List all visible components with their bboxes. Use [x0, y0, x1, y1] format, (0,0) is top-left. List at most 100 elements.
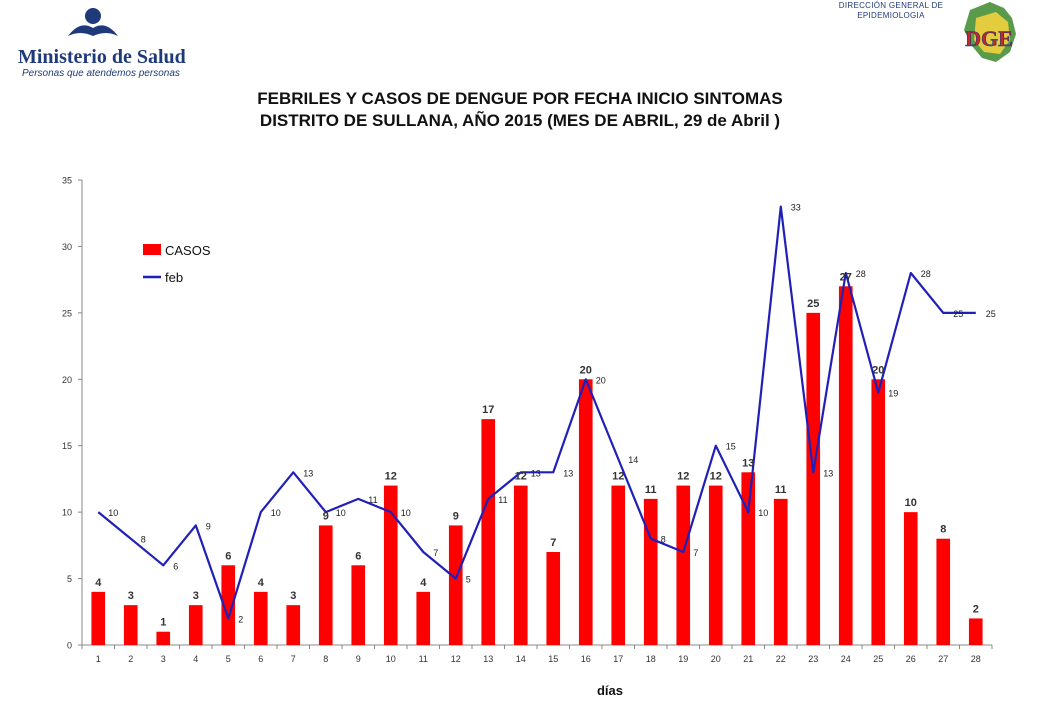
bar-casos: [643, 498, 658, 645]
bar-data-label: 20: [580, 364, 592, 376]
line-data-label: 10: [758, 508, 768, 518]
x-tick-label: 4: [193, 654, 198, 664]
bar-data-label: 20: [872, 364, 884, 376]
bar-data-label: 4: [95, 577, 102, 589]
bar-data-label: 11: [645, 484, 657, 496]
person-logo-icon: [68, 8, 118, 36]
bar-data-label: 11: [775, 484, 787, 496]
bar-casos: [578, 379, 593, 645]
bar-data-label: 6: [225, 550, 231, 562]
line-data-label: 7: [693, 548, 698, 558]
dge-header-text: DIRECCIÓN GENERAL DE EPIDEMIOLOGIA: [826, 1, 956, 21]
x-tick-label: 6: [258, 654, 263, 664]
bar-casos: [318, 525, 333, 645]
x-tick-label: 26: [906, 654, 916, 664]
y-tick-label: 20: [62, 375, 72, 385]
y-tick-label: 5: [67, 574, 72, 584]
x-tick-label: 17: [613, 654, 623, 664]
bar-casos: [481, 419, 496, 645]
bar-data-label: 4: [258, 577, 265, 589]
bar-casos: [708, 485, 723, 645]
bar-data-label: 3: [128, 590, 134, 602]
bar-casos: [253, 591, 268, 645]
bar-casos: [611, 485, 626, 645]
legend-label-feb: feb: [165, 270, 183, 285]
bar-casos: [838, 286, 853, 645]
line-data-label: 10: [108, 508, 118, 518]
x-tick-label: 5: [226, 654, 231, 664]
line-data-label: 14: [628, 455, 638, 465]
dge-logo: DGE: [964, 2, 1016, 62]
line-data-label: 11: [368, 495, 377, 505]
bar-data-label: 7: [550, 537, 556, 549]
bar-casos: [968, 618, 983, 645]
line-data-label: 13: [823, 468, 833, 478]
bar-casos: [936, 538, 951, 645]
chart-title-line-2: DISTRITO DE SULLANA, AÑO 2015 (MES DE AB…: [259, 111, 781, 130]
line-data-label: 11: [498, 495, 507, 505]
chart-title-line-1: FEBRILES Y CASOS DE DENGUE POR FECHA INI…: [257, 89, 783, 108]
line-data-label: 25: [986, 309, 996, 319]
x-tick-label: 14: [516, 654, 526, 664]
bar-casos: [383, 485, 398, 645]
x-tick-label: 1: [96, 654, 101, 664]
bar-data-label: 12: [612, 471, 624, 483]
x-tick-label: 8: [323, 654, 328, 664]
dge-logo-letters: DGE: [965, 26, 1013, 51]
y-tick-label: 10: [62, 508, 72, 518]
dge-line-1: DIRECCIÓN GENERAL DE: [838, 1, 944, 10]
x-tick-label: 13: [483, 654, 493, 664]
x-tick-label: 15: [548, 654, 558, 664]
line-data-label: 20: [596, 375, 606, 385]
bar-casos: [773, 498, 788, 645]
line-data-label: 9: [206, 521, 211, 531]
bar-casos: [188, 605, 203, 645]
bar-data-label: 13: [742, 457, 754, 469]
line-data-label: 10: [271, 508, 281, 518]
ministerio-logo: Ministerio de Salud Personas que atendem…: [18, 6, 186, 79]
x-tick-label: 22: [776, 654, 786, 664]
line-data-label: 2: [238, 614, 243, 624]
bar-data-label: 4: [420, 577, 427, 589]
bar-casos: [546, 552, 561, 645]
line-data-label: 28: [921, 269, 931, 279]
bar-casos: [156, 631, 171, 645]
bar-casos: [806, 312, 821, 645]
x-axis-label: días: [596, 683, 623, 698]
logo-subtitle: Personas que atendemos personas: [22, 68, 180, 79]
logo-title: Ministerio de Salud: [18, 46, 186, 68]
chart-title: FEBRILES Y CASOS DE DENGUE POR FECHA INI…: [150, 88, 890, 132]
bar-data-label: 27: [840, 271, 852, 283]
x-tick-label: 16: [581, 654, 591, 664]
line-data-label: 15: [726, 442, 736, 452]
bar-casos: [903, 512, 918, 645]
bar-casos: [221, 565, 236, 645]
bar-data-label: 12: [710, 471, 722, 483]
bar-data-label: 25: [807, 298, 819, 310]
bar-data-label: 9: [323, 510, 329, 522]
line-data-label: 8: [141, 535, 146, 545]
bar-casos: [448, 525, 463, 645]
line-data-label: 13: [303, 468, 313, 478]
x-tick-label: 18: [646, 654, 656, 664]
x-tick-label: 20: [711, 654, 721, 664]
bar-data-label: 9: [453, 510, 459, 522]
line-data-label: 10: [336, 508, 346, 518]
bar-data-label: 12: [677, 471, 689, 483]
legend-label-casos: CASOS: [165, 243, 211, 258]
x-tick-label: 3: [161, 654, 166, 664]
line-data-label: 5: [466, 575, 471, 585]
bar-casos: [676, 485, 691, 645]
bar-casos: [351, 565, 366, 645]
x-tick-label: 12: [451, 654, 461, 664]
line-data-label: 13: [563, 468, 573, 478]
x-tick-label: 10: [386, 654, 396, 664]
line-data-label: 10: [401, 508, 411, 518]
bar-data-label: 12: [515, 471, 527, 483]
x-tick-label: 19: [678, 654, 688, 664]
x-tick-label: 25: [873, 654, 883, 664]
line-data-label: 13: [531, 468, 541, 478]
x-tick-label: 7: [291, 654, 296, 664]
bar-casos: [741, 472, 756, 645]
